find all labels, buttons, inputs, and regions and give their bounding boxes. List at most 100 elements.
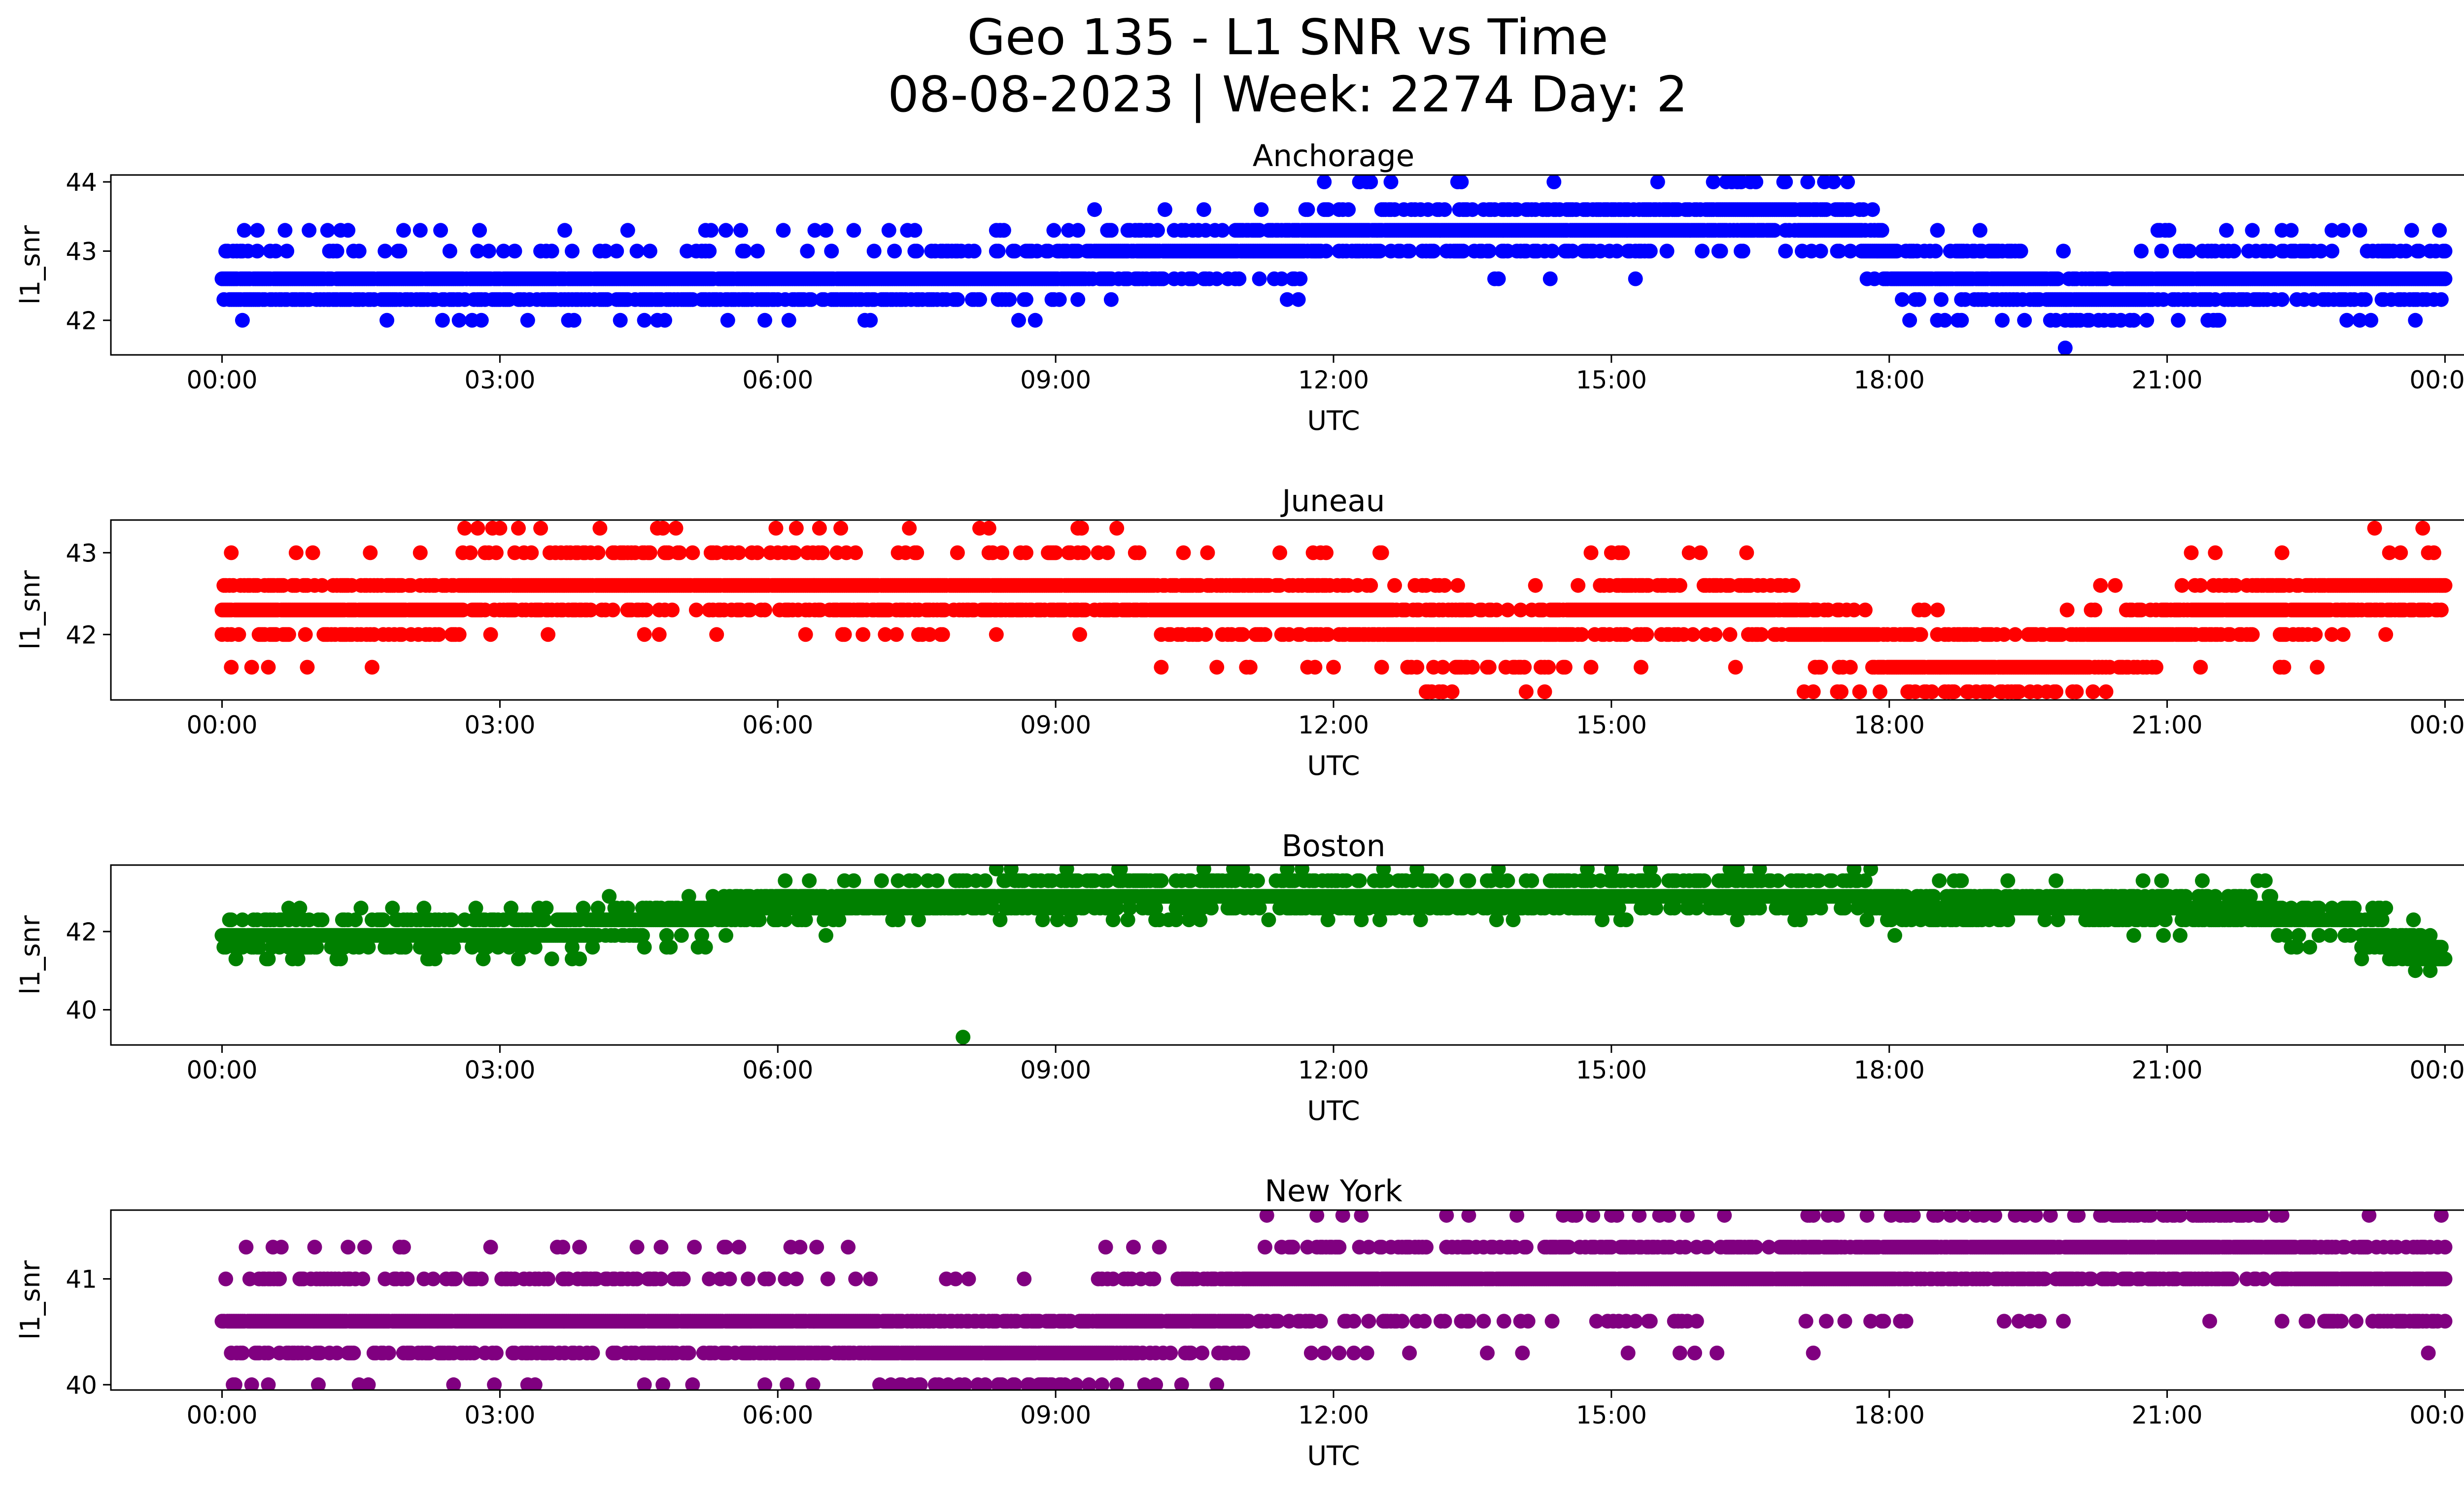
data-point xyxy=(1639,627,1654,642)
data-point xyxy=(1735,243,1750,259)
data-point xyxy=(363,545,378,560)
data-point xyxy=(768,521,784,536)
data-point xyxy=(1537,684,1552,699)
data-point xyxy=(224,660,239,675)
data-point xyxy=(1517,660,1532,675)
data-point xyxy=(803,292,819,307)
data-point xyxy=(537,912,552,928)
data-point xyxy=(1007,243,1023,259)
scatter-series xyxy=(214,865,2453,1045)
data-point xyxy=(856,627,871,642)
data-point xyxy=(1291,292,1306,307)
data-point xyxy=(412,939,428,955)
data-point xyxy=(1643,243,1658,259)
data-point xyxy=(1481,243,1497,259)
data-point xyxy=(1843,243,1858,259)
data-point xyxy=(737,243,752,259)
data-point xyxy=(1513,602,1528,618)
data-point xyxy=(1650,175,1665,189)
data-point xyxy=(2211,313,2226,328)
data-point xyxy=(881,223,896,238)
data-point xyxy=(1681,545,1697,560)
subplot-title: Anchorage xyxy=(1253,139,1415,174)
data-point xyxy=(1402,243,1417,259)
x-tick-label: 00:00 xyxy=(186,711,257,739)
data-point xyxy=(474,313,489,328)
data-point xyxy=(507,243,522,259)
data-point xyxy=(1609,243,1625,259)
data-point xyxy=(544,243,559,259)
outlier-point xyxy=(650,521,665,536)
x-tick-label: 03:00 xyxy=(464,711,535,739)
data-point xyxy=(1832,243,1847,259)
data-point xyxy=(572,951,587,967)
data-point xyxy=(1002,292,1017,307)
data-point xyxy=(2108,578,2123,593)
data-point xyxy=(651,627,667,642)
data-point xyxy=(2335,223,2351,238)
data-point xyxy=(815,545,830,560)
data-point xyxy=(348,912,363,928)
data-point xyxy=(972,292,987,307)
data-point xyxy=(1813,243,1828,259)
outlier-point xyxy=(668,521,684,536)
data-point xyxy=(1070,292,1086,307)
data-point xyxy=(1157,202,1172,217)
outlier-point xyxy=(2057,341,2073,355)
data-point xyxy=(1254,202,1269,217)
data-point xyxy=(1232,271,1247,286)
data-point xyxy=(731,545,747,560)
data-point xyxy=(224,545,239,560)
data-point xyxy=(1754,627,1769,642)
data-point xyxy=(1087,202,1102,217)
data-point xyxy=(524,545,539,560)
data-point xyxy=(2339,313,2355,328)
data-point xyxy=(1685,627,1701,642)
data-point xyxy=(2352,313,2367,328)
data-point xyxy=(1209,660,1225,675)
data-point xyxy=(2098,684,2114,699)
data-point xyxy=(2325,627,2340,642)
data-point xyxy=(481,243,496,259)
data-point xyxy=(479,939,495,955)
data-point xyxy=(742,602,757,618)
data-point xyxy=(1374,545,1389,560)
data-point xyxy=(435,313,450,328)
y-tick-label: 42 xyxy=(66,307,97,335)
data-point xyxy=(250,243,265,259)
data-point xyxy=(2219,223,2234,238)
data-point xyxy=(1902,313,1917,328)
outlier-point xyxy=(511,521,526,536)
data-point xyxy=(800,243,815,259)
data-point xyxy=(2274,545,2290,560)
data-point xyxy=(2056,243,2071,259)
data-point xyxy=(2134,243,2149,259)
data-point xyxy=(539,901,554,916)
data-point xyxy=(496,912,511,928)
data-point xyxy=(2154,243,2169,259)
data-point xyxy=(629,243,645,259)
data-point xyxy=(592,521,608,536)
data-point xyxy=(2226,243,2241,259)
data-point xyxy=(1634,660,1648,675)
data-point xyxy=(1274,271,1289,286)
data-point xyxy=(1072,627,1087,642)
data-point xyxy=(750,243,765,259)
data-point xyxy=(950,292,965,307)
data-point xyxy=(702,243,717,259)
data-point xyxy=(1156,271,1171,286)
data-point xyxy=(598,243,613,259)
data-point xyxy=(2404,223,2419,238)
data-point xyxy=(1924,684,1940,699)
data-point xyxy=(609,243,624,259)
data-point xyxy=(1046,223,1061,238)
data-point xyxy=(392,243,408,259)
data-point xyxy=(576,901,591,916)
data-point xyxy=(520,313,535,328)
data-point xyxy=(2382,545,2397,560)
data-point xyxy=(1481,660,1497,675)
data-point xyxy=(1995,313,2010,328)
data-point xyxy=(224,912,239,928)
data-point xyxy=(935,627,950,642)
outlier-point xyxy=(492,521,508,536)
